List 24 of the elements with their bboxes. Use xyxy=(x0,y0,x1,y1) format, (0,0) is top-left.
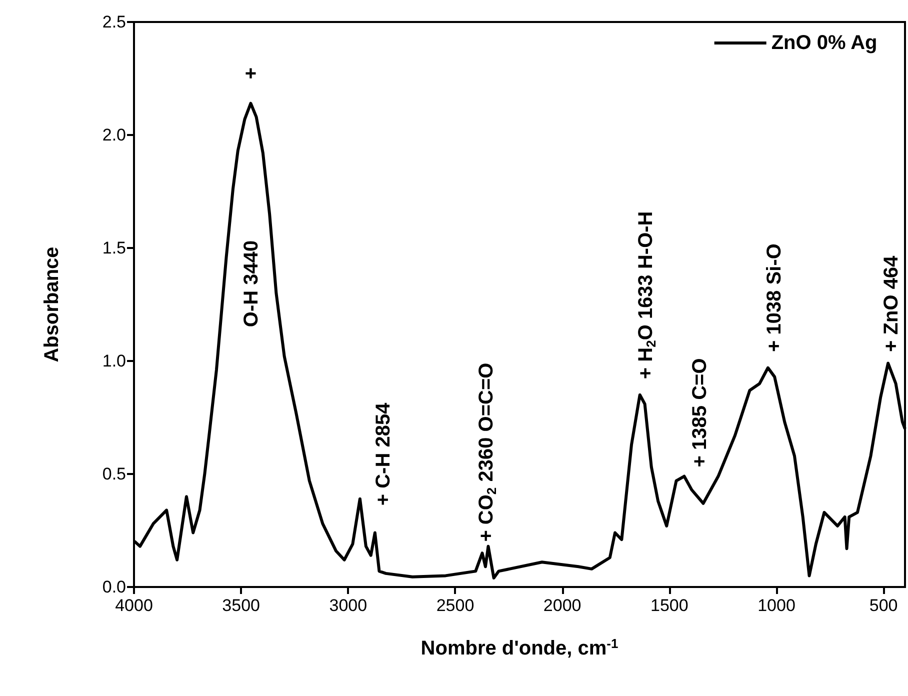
annotation: + H2O 1633 H-O-H xyxy=(634,211,658,380)
y-tick-label: 1.0 xyxy=(102,352,126,370)
annotation: + xyxy=(244,62,257,85)
annotation: + ZnO 464 xyxy=(880,254,902,352)
x-tick-label: 500 xyxy=(869,596,898,615)
x-tick-label: 1000 xyxy=(758,596,796,615)
x-tick-label: 3500 xyxy=(222,596,260,615)
y-tick-label: 0.5 xyxy=(102,464,126,484)
x-tick-label: 3000 xyxy=(329,596,368,615)
legend-label: ZnO 0% Ag xyxy=(771,32,878,54)
y-tick-label: 0.0 xyxy=(102,578,126,596)
x-tick-label: 2000 xyxy=(543,596,582,615)
annotation: + 1385 C=O xyxy=(688,358,711,468)
annotation: O-H 3440 xyxy=(240,240,262,328)
y-axis-title: Absorbance xyxy=(41,246,63,362)
annotation: + C-H 2854 xyxy=(372,402,395,506)
y-tick-label: 2.0 xyxy=(102,126,126,144)
annotation: + CO2 2360 O=C=O xyxy=(476,362,500,542)
x-tick-label: 4000 xyxy=(115,596,153,615)
x-tick-label: 1500 xyxy=(650,596,688,615)
y-tick-label: 2.5 xyxy=(102,12,126,32)
x-tick-label: 2500 xyxy=(436,596,474,615)
annotation: + 1038 Si-O xyxy=(764,244,786,352)
y-tick-label: 1.5 xyxy=(102,238,126,258)
